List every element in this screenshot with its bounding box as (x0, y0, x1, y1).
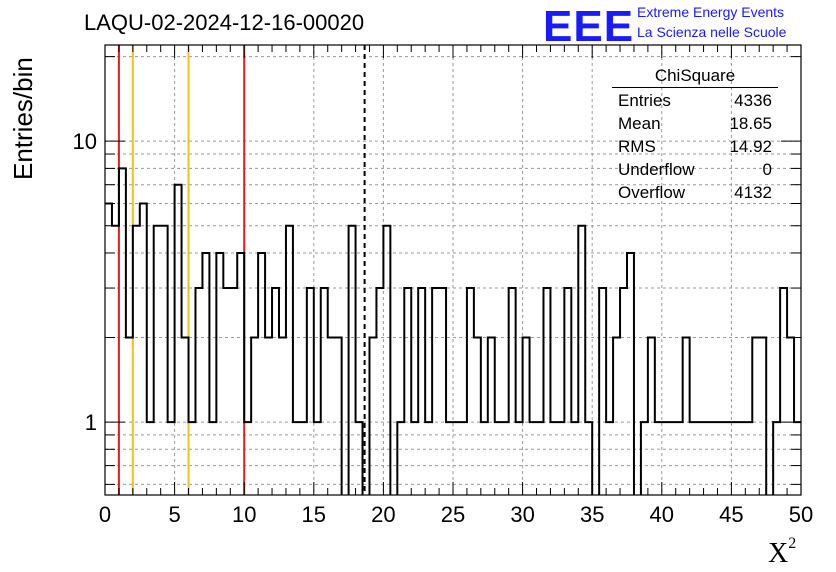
stats-box: ChiSquare Entries 4336 Mean 18.65 RMS 14.92… (612, 66, 778, 204)
stats-title: ChiSquare (612, 66, 778, 88)
x-tick-label: 35 (580, 502, 604, 527)
logo-line-1: Extreme Energy Events (637, 4, 785, 20)
y-tick-label: 10 (73, 129, 97, 154)
stats-row-entries: Entries 4336 (618, 91, 772, 110)
eee-logo: EEE (543, 2, 635, 51)
stats-row-underflow: Underflow 0 (618, 160, 772, 179)
histogram-series (105, 167, 801, 495)
x-tick-label: 15 (302, 502, 326, 527)
x-tick-label: 50 (789, 502, 813, 527)
y-axis-label: Entries/bin (8, 57, 38, 180)
stats-row-rms: RMS 14.92 (618, 137, 772, 156)
x-tick-label: 0 (99, 502, 111, 527)
x-tick-label: 40 (650, 502, 674, 527)
stats-row-overflow: Overflow 4132 (618, 183, 772, 202)
x-tick-label: 10 (232, 502, 256, 527)
x-tick-label: 20 (371, 502, 395, 527)
chart-title: LAQU-02-2024-12-16-00020 (84, 10, 365, 35)
x-tick-label: 30 (510, 502, 534, 527)
x-tick-label: 5 (168, 502, 180, 527)
x-tick-label: 25 (441, 502, 465, 527)
x-axis-label: X2 (768, 534, 797, 569)
x-tick-label: 45 (719, 502, 743, 527)
y-tick-label: 1 (85, 410, 97, 435)
stats-row-mean: Mean 18.65 (618, 114, 772, 133)
logo-line-2: La Scienza nelle Scuole (637, 24, 787, 40)
